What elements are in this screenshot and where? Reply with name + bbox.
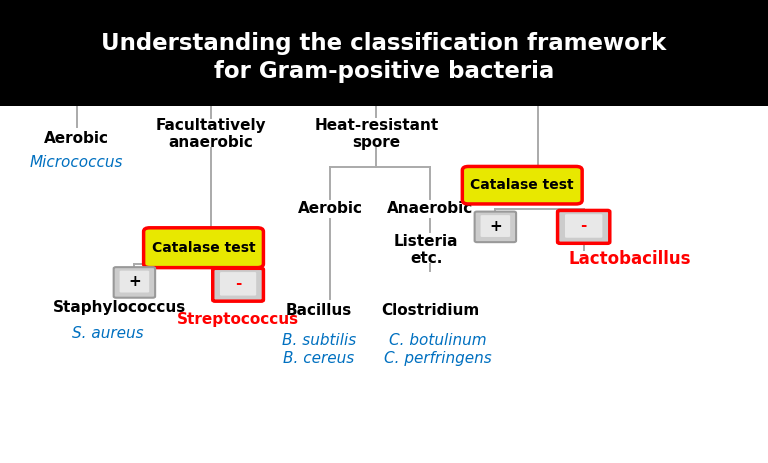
Text: -: -	[581, 219, 587, 233]
Text: Aerobic: Aerobic	[45, 131, 109, 146]
Text: Catalase test: Catalase test	[152, 241, 255, 255]
Text: S. aureus: S. aureus	[71, 326, 144, 341]
Text: Listeria
etc.: Listeria etc.	[394, 234, 458, 266]
Text: +: +	[128, 274, 141, 289]
Text: C. botulinum
C. perfringens: C. botulinum C. perfringens	[384, 333, 492, 366]
FancyBboxPatch shape	[462, 167, 582, 204]
FancyBboxPatch shape	[481, 215, 510, 237]
Text: for Gram-positive bacteria: for Gram-positive bacteria	[214, 60, 554, 83]
Text: +: +	[489, 219, 502, 233]
Text: Heat-resistant
spore: Heat-resistant spore	[314, 118, 439, 150]
Text: Aerobic: Aerobic	[298, 201, 362, 216]
Text: Staphylococcus: Staphylococcus	[52, 300, 186, 315]
Text: Coccus: Coccus	[168, 63, 239, 81]
Text: -: -	[235, 276, 241, 291]
Text: Catalase test: Catalase test	[471, 178, 574, 192]
FancyBboxPatch shape	[114, 267, 155, 298]
Text: Bacillus: Bacillus	[286, 303, 352, 318]
Text: Streptococcus: Streptococcus	[177, 312, 300, 327]
Text: Facultatively
anaerobic: Facultatively anaerobic	[156, 118, 266, 150]
FancyBboxPatch shape	[565, 214, 602, 238]
Text: Micrococcus: Micrococcus	[30, 155, 124, 169]
FancyBboxPatch shape	[144, 228, 263, 268]
FancyBboxPatch shape	[220, 272, 257, 295]
FancyBboxPatch shape	[0, 0, 768, 106]
Text: Rod: Rod	[488, 63, 526, 81]
Text: Understanding the classification framework: Understanding the classification framewo…	[101, 32, 667, 56]
FancyBboxPatch shape	[475, 212, 516, 242]
FancyBboxPatch shape	[213, 268, 263, 301]
Text: Clostridium: Clostridium	[381, 303, 479, 318]
FancyBboxPatch shape	[558, 210, 610, 243]
Text: B. subtilis
B. cereus: B. subtilis B. cereus	[282, 333, 356, 366]
Text: Anaerobic: Anaerobic	[387, 201, 473, 216]
FancyBboxPatch shape	[120, 271, 149, 293]
Text: Lactobacillus: Lactobacillus	[568, 250, 691, 268]
